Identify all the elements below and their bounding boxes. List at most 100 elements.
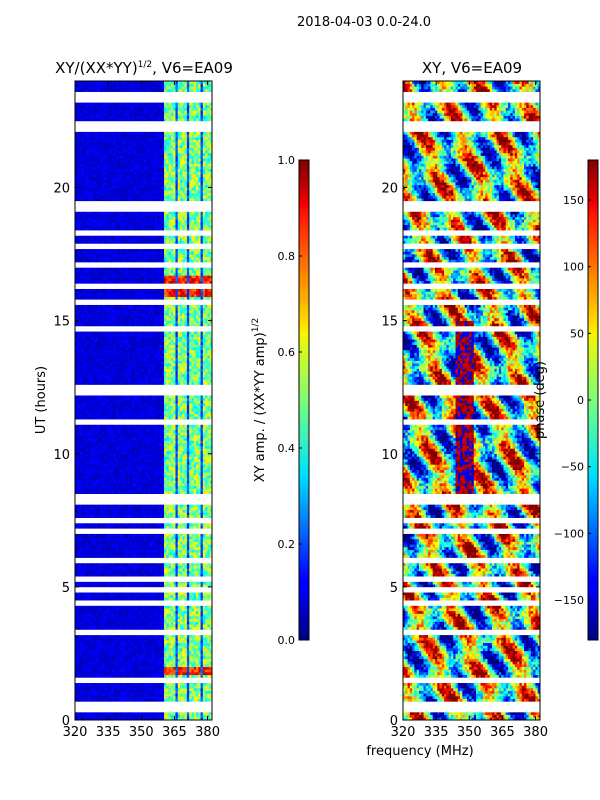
heatmap-cell	[189, 592, 192, 595]
heatmap-cell	[139, 542, 142, 545]
heatmap-cell	[114, 542, 117, 545]
heatmap-cell	[86, 669, 89, 672]
heatmap-cell	[207, 712, 210, 715]
heatmap-cell	[162, 467, 165, 470]
heatmap-cell	[162, 566, 165, 569]
heatmap-cell	[116, 595, 119, 598]
heatmap-cell	[107, 712, 110, 715]
heatmap-cell	[116, 515, 119, 518]
heatmap-cell	[171, 614, 174, 617]
heatmap-cell	[159, 472, 162, 475]
heatmap-cell	[137, 539, 140, 542]
heatmap-cell	[198, 451, 201, 454]
heatmap-cell	[118, 656, 121, 659]
heatmap-cell	[185, 699, 188, 702]
heatmap-cell	[175, 536, 178, 539]
heatmap-cell	[112, 595, 115, 598]
heatmap-cell	[148, 651, 151, 654]
heatmap-cell	[80, 584, 83, 587]
heatmap-cell	[130, 435, 133, 438]
heatmap-cell	[182, 664, 185, 667]
heatmap-cell	[123, 712, 126, 715]
heatmap-cell	[105, 526, 108, 529]
heatmap-cell	[141, 512, 144, 515]
heatmap-cell	[86, 536, 89, 539]
heatmap-cell	[155, 568, 158, 571]
heatmap-cell	[118, 584, 121, 587]
heatmap-cell	[173, 456, 176, 459]
heatmap-cell	[189, 555, 192, 558]
heatmap-cell	[89, 683, 92, 686]
heatmap-cell	[205, 621, 208, 624]
heatmap-cell	[107, 552, 110, 555]
heatmap-cell	[169, 472, 172, 475]
heatmap-cell	[173, 696, 176, 699]
heatmap-cell	[178, 592, 181, 595]
heatmap-cell	[93, 611, 96, 614]
heatmap-cell	[107, 451, 110, 454]
heatmap-cell	[139, 454, 142, 457]
heatmap-cell	[114, 598, 117, 601]
heatmap-cell	[82, 611, 85, 614]
heatmap-cell	[203, 547, 206, 550]
heatmap-cell	[194, 614, 197, 617]
heatmap-cell	[173, 510, 176, 513]
heatmap-cell	[150, 667, 153, 670]
heatmap-cell	[189, 669, 192, 672]
heatmap-cell	[155, 643, 158, 646]
heatmap-cell	[100, 656, 103, 659]
heatmap-cell	[205, 486, 208, 489]
heatmap-cell	[175, 653, 178, 656]
heatmap-cell	[150, 488, 153, 491]
heatmap-cell	[100, 454, 103, 457]
heatmap-cell	[100, 478, 103, 481]
heatmap-cell	[137, 619, 140, 622]
heatmap-cell	[134, 643, 137, 646]
heatmap-cell	[201, 661, 204, 664]
heatmap-cell	[182, 488, 185, 491]
heatmap-cell	[123, 510, 126, 513]
heatmap-cell	[182, 675, 185, 678]
heatmap-cell	[185, 584, 188, 587]
heatmap-cell	[141, 627, 144, 630]
heatmap-cell	[205, 659, 208, 662]
heatmap-cell	[102, 462, 105, 465]
heatmap-cell	[132, 542, 135, 545]
heatmap-cell	[84, 555, 87, 558]
heatmap-cell	[148, 574, 151, 577]
heatmap-cell	[130, 534, 133, 537]
heatmap-cell	[91, 454, 94, 457]
heatmap-cell	[139, 616, 142, 619]
heatmap-cell	[105, 472, 108, 475]
heatmap-cell	[203, 459, 206, 462]
heatmap-cell	[128, 454, 131, 457]
heatmap-cell	[173, 483, 176, 486]
heatmap-cell	[80, 534, 83, 537]
heatmap-cell	[77, 563, 80, 566]
heatmap-cell	[182, 643, 185, 646]
heatmap-gap-row	[75, 632, 212, 635]
heatmap-cell	[162, 462, 165, 465]
heatmap-cell	[132, 683, 135, 686]
heatmap-cell	[185, 672, 188, 675]
heatmap-cell	[196, 683, 199, 686]
heatmap-cell	[121, 637, 124, 640]
heatmap-cell	[86, 645, 89, 648]
heatmap-cell	[82, 483, 85, 486]
heatmap-cell	[171, 715, 174, 718]
heatmap-cell	[128, 566, 131, 569]
heatmap-cell	[187, 542, 190, 545]
heatmap-cell	[139, 550, 142, 553]
heatmap-cell	[153, 451, 156, 454]
heatmap-cell	[91, 451, 94, 454]
heatmap-cell	[194, 454, 197, 457]
heatmap-cell	[86, 512, 89, 515]
heatmap-cell	[132, 608, 135, 611]
heatmap-cell	[91, 510, 94, 513]
heatmap-cell	[102, 448, 105, 451]
heatmap-cell	[102, 640, 105, 643]
heatmap-cell	[89, 696, 92, 699]
heatmap-cell	[80, 459, 83, 462]
heatmap-cell	[100, 672, 103, 675]
heatmap-cell	[196, 448, 199, 451]
